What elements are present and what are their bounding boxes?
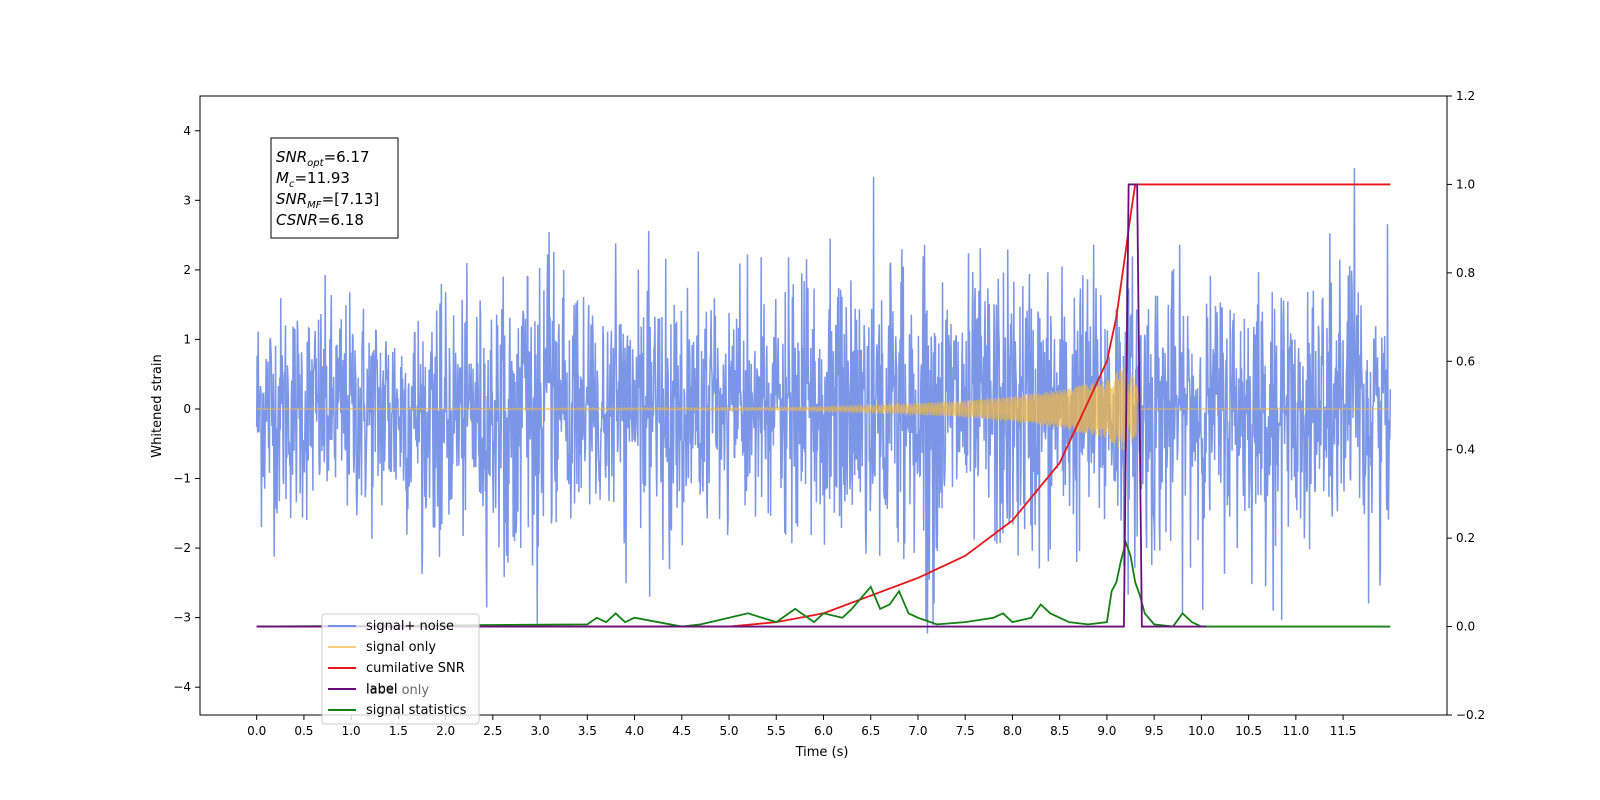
x-tick-label: 7.5 [956, 724, 975, 738]
y-axis-left: 4 3 2 1 0 −1 −2 −3 −4 [173, 124, 200, 694]
x-tick-label: 9.5 [1145, 724, 1164, 738]
annotation-line: SNRopt=6.17 [276, 148, 370, 169]
series-label [256, 183, 1207, 628]
y-left-tick-label: 1 [183, 332, 191, 346]
x-tick-label: 11.5 [1330, 724, 1357, 738]
legend-frame [321, 613, 480, 725]
x-tick-label: 5.5 [767, 724, 786, 738]
x-tick-label: 11.0 [1282, 724, 1309, 738]
y-axis-right: 1.2 1.0 0.8 0.6 0.4 0.2 0.0 −0.2 [1447, 89, 1485, 722]
x-tick-label: 6.0 [814, 724, 833, 738]
y-left-tick-label: 0 [183, 402, 191, 416]
legend-item-label: label only [366, 683, 429, 698]
y-right-tick-label: 1.0 [1456, 177, 1475, 191]
x-tick-label: 7.0 [908, 724, 927, 738]
x-tick-label: 10.5 [1235, 724, 1262, 738]
x-tick-label: 4.0 [625, 724, 644, 738]
x-tick-label: 3.5 [578, 724, 597, 738]
x-tick-label: 8.0 [1003, 724, 1022, 738]
y-right-tick-label: 0.2 [1456, 531, 1475, 545]
x-tick-label: 0.0 [247, 724, 266, 738]
y-left-tick-label: −4 [173, 680, 191, 694]
y-left-tick-label: −1 [173, 472, 191, 486]
y-right-tick-label: 0.0 [1456, 620, 1475, 634]
annotation-frame [270, 137, 399, 239]
x-tick-label: 5.0 [719, 724, 738, 738]
y-left-tick-label: −3 [173, 611, 191, 625]
series-signal-statistics [256, 539, 1391, 628]
x-tick-label: 10.0 [1188, 724, 1215, 738]
y-left-tick-label: −2 [173, 541, 191, 555]
legend-item-label: cumilative SNR [366, 661, 465, 676]
legend-item-label: signal statistics [366, 703, 467, 718]
series-signal-plus-noise [255, 168, 1392, 634]
x-tick-label: 1.5 [389, 724, 408, 738]
y-right-tick-label: −0.2 [1456, 708, 1485, 722]
y-left-tick-label: 2 [183, 263, 191, 277]
x-tick-label: 4.5 [672, 724, 691, 738]
annotation-line: SNRMF=[7.13] [276, 190, 379, 211]
x-tick-label: 9.0 [1097, 724, 1116, 738]
legend-item-label: signal only [366, 640, 436, 655]
legend: signal+ noise signal only cumilative SNR la… [321, 613, 480, 725]
x-axis-label: Time (s) [795, 745, 849, 760]
y-axis-label: Whitened strain [150, 354, 165, 457]
y-left-tick-label: 4 [183, 124, 191, 138]
y-right-tick-label: 0.6 [1456, 354, 1475, 368]
x-axis: 0.0 0.5 1.0 1.5 2.0 2.5 3.0 3.5 4.0 4.5 5.0 5.5 6.0 6… [247, 715, 1356, 738]
x-tick-label: 2.5 [483, 724, 502, 738]
annotation-line: CSNR=6.18 [276, 211, 364, 229]
y-right-tick-label: 0.8 [1456, 266, 1475, 280]
x-tick-label: 1.0 [342, 724, 361, 738]
legend-item-label: label [366, 682, 397, 697]
y-left-tick-label: 3 [183, 193, 191, 207]
series-signal-only [256, 364, 1391, 452]
x-tick-label: 3.0 [531, 724, 550, 738]
y-right-tick-label: 1.2 [1456, 89, 1475, 103]
x-tick-label: 2.0 [436, 724, 455, 738]
x-tick-label: 6.5 [861, 724, 880, 738]
x-tick-label: 8.5 [1050, 724, 1069, 738]
x-tick-label: 0.5 [294, 724, 313, 738]
y-right-tick-label: 0.4 [1456, 443, 1475, 457]
legend-item-label: signal+ noise [366, 619, 454, 634]
annotation-line: Mc=11.93 [276, 169, 350, 190]
